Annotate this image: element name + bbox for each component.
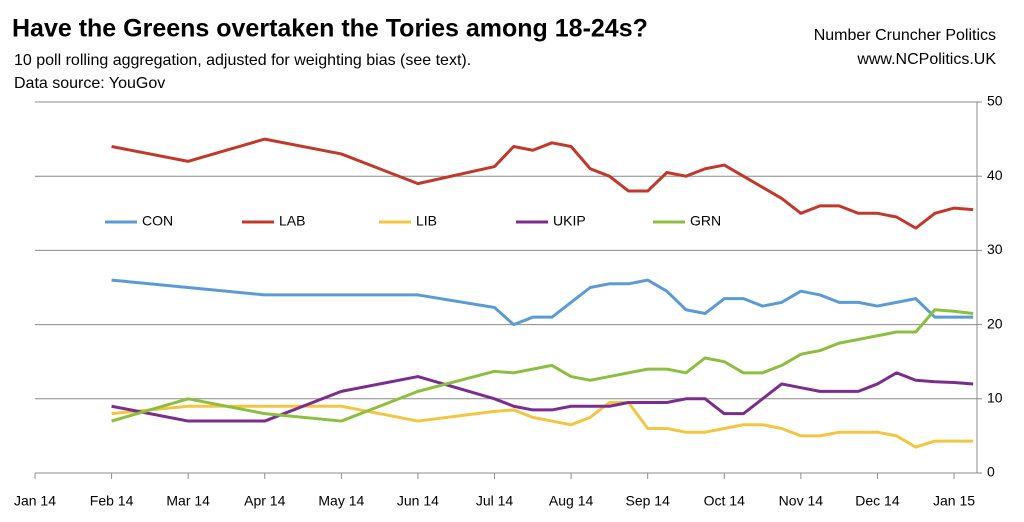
y-tick-label: 10 xyxy=(987,390,1003,406)
subtitle: 10 poll rolling aggregation, adjusted fo… xyxy=(14,52,471,69)
x-tick-label: May 14 xyxy=(318,493,364,509)
y-tick-label: 20 xyxy=(987,315,1003,331)
x-tick-label: Jan 14 xyxy=(14,493,56,509)
series-line xyxy=(111,278,974,327)
y-tick-label: 30 xyxy=(987,241,1003,257)
chart-title: Have the Greens overtaken the Tories amo… xyxy=(12,15,648,43)
legend-label: LIB xyxy=(416,213,437,229)
x-tick-label: Sep 14 xyxy=(625,493,670,509)
legend-label: CON xyxy=(142,213,173,229)
series-line xyxy=(111,371,974,423)
x-tick-label: Dec 14 xyxy=(855,493,900,509)
series-line xyxy=(111,401,974,449)
series-line xyxy=(111,137,974,230)
x-tick-label: Jun 14 xyxy=(397,493,439,509)
x-tick-label: Aug 14 xyxy=(549,493,594,509)
legend-label: GRN xyxy=(690,213,721,229)
y-tick-label: 50 xyxy=(987,93,1003,109)
x-tick-label: Mar 14 xyxy=(166,493,210,509)
credit: Number Cruncher Politics xyxy=(814,27,996,44)
x-tick-label: Oct 14 xyxy=(704,493,745,509)
y-tick-label: 0 xyxy=(987,464,995,480)
y-tick-label: 40 xyxy=(987,167,1003,183)
series-line xyxy=(111,308,974,423)
x-tick-label: Jul 14 xyxy=(476,493,514,509)
x-tick-label: Feb 14 xyxy=(90,493,134,509)
legend-label: UKIP xyxy=(553,213,586,229)
x-tick-label: Nov 14 xyxy=(779,493,824,509)
source: Data source: YouGov xyxy=(14,75,165,92)
x-tick-label: Apr 14 xyxy=(244,493,285,509)
legend-label: LAB xyxy=(279,213,305,229)
website: www.NCPolitics.UK xyxy=(856,51,996,68)
x-tick-label: Jan 15 xyxy=(933,493,975,509)
